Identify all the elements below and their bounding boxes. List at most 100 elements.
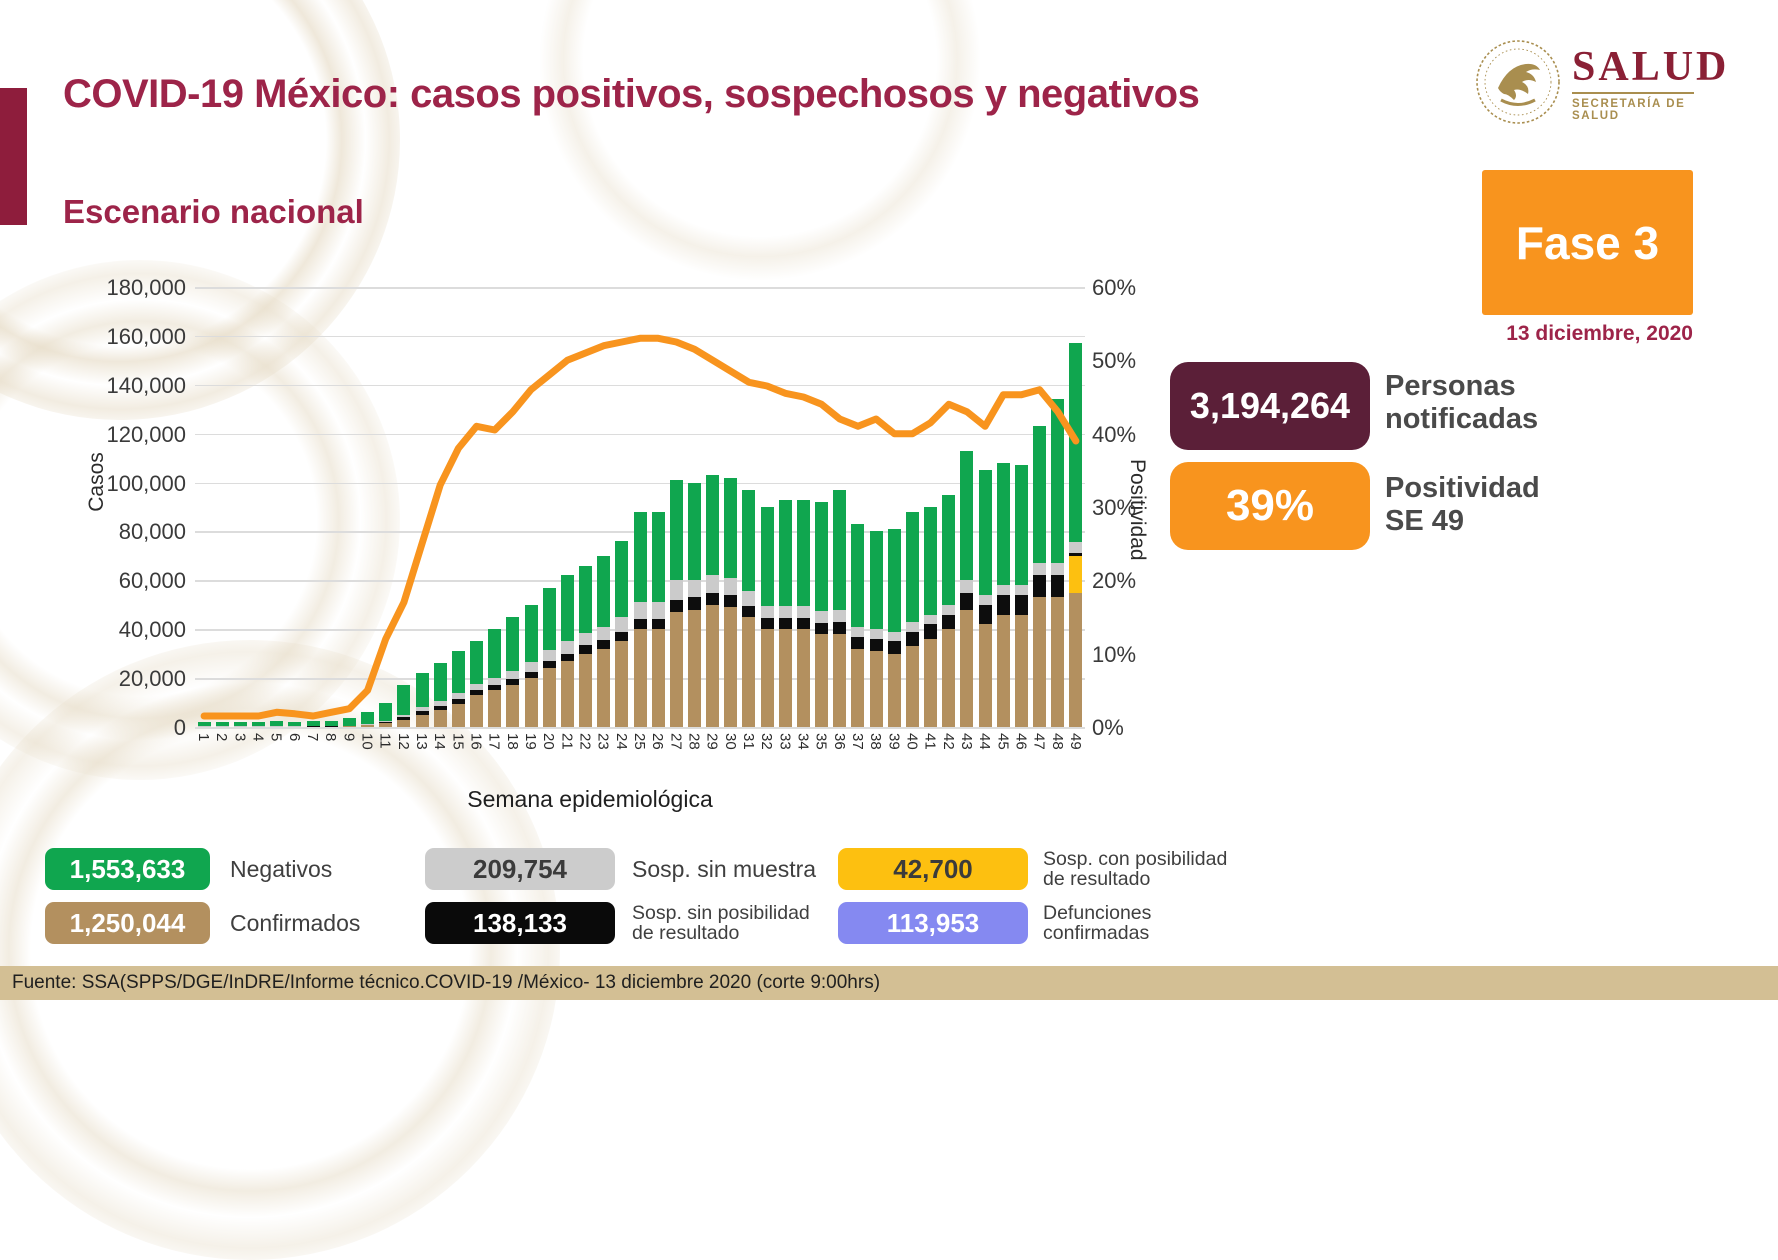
bar-segment [433, 706, 447, 710]
bar-segment [542, 587, 556, 650]
legend-value-badge: 113,953 [838, 902, 1028, 944]
x-axis-tick: 35 [812, 733, 830, 750]
bar-segment [760, 507, 774, 606]
x-axis-tick: 47 [1030, 733, 1048, 750]
x-axis-tick: 18 [503, 733, 521, 750]
bar-segment [615, 617, 629, 632]
bar-segment [451, 703, 465, 727]
x-axis-tick: 49 [1066, 733, 1084, 750]
y-axis-tick-right: 60% [1092, 275, 1137, 300]
bar-segment [815, 634, 829, 727]
bar-week-39 [887, 529, 901, 727]
y-axis-tick-right: 30% [1092, 495, 1137, 520]
bar-segment [361, 712, 375, 724]
bar-segment [361, 723, 375, 725]
bar-week-15 [451, 651, 465, 727]
bar-week-41 [924, 507, 938, 727]
notified-stat-box: 3,194,264 [1170, 362, 1370, 450]
bar-segment [379, 722, 393, 724]
y-axis-tick-left: 120,000 [106, 421, 186, 447]
x-axis-tick: 36 [830, 733, 848, 750]
bar-segment [887, 653, 901, 727]
bar-segment [415, 707, 429, 712]
positivity-line [200, 334, 1080, 720]
bar-segment [1014, 614, 1028, 727]
phase-badge: Fase 3 [1482, 170, 1693, 315]
x-axis-tick: 22 [576, 733, 594, 750]
x-axis-tick: 48 [1048, 733, 1066, 750]
bar-segment [887, 529, 901, 632]
x-axis-tick: 44 [976, 733, 994, 750]
legend-value-badge: 138,133 [425, 902, 615, 944]
bar-week-35 [815, 502, 829, 727]
bar-segment [869, 531, 883, 630]
legend-value-badge: 209,754 [425, 848, 615, 890]
bar-week-23 [597, 555, 611, 727]
gridline [195, 727, 1085, 729]
bar-segment [996, 614, 1010, 727]
legend-label: Defunciones confirmadas [1043, 901, 1152, 944]
bar-week-3 [233, 721, 247, 727]
bar-segment [778, 618, 792, 630]
bar-segment [1033, 575, 1047, 598]
bar-segment [815, 623, 829, 635]
legend-value-badge: 1,250,044 [45, 902, 210, 944]
bar-segment [579, 653, 592, 727]
bar-segment [996, 585, 1010, 595]
bar-segment [905, 631, 919, 647]
bar-segment [270, 721, 284, 727]
bar-segment [796, 606, 810, 619]
bar-segment [560, 641, 574, 654]
bar-segment [669, 580, 683, 600]
x-axis-tick: 3 [231, 733, 249, 742]
bar-segment [833, 634, 847, 727]
x-axis-tick: 38 [867, 733, 885, 750]
bar-segment [1051, 563, 1065, 576]
bar-segment [451, 698, 465, 704]
bar-week-10 [361, 712, 375, 727]
bar-segment [960, 609, 974, 727]
bar-segment [851, 636, 865, 649]
legend-value-badge: 1,553,633 [45, 848, 210, 890]
bar-segment [579, 645, 592, 654]
x-axis-tick: 34 [794, 733, 812, 750]
bar-week-12 [397, 685, 411, 727]
bar-week-18 [506, 617, 520, 727]
bar-segment [1069, 552, 1083, 556]
positivity-label: Positividad SE 49 [1385, 472, 1540, 538]
y-axis-tick-right: 10% [1092, 641, 1137, 667]
salud-eagle-emblem [1474, 38, 1562, 131]
bar-segment [1033, 426, 1047, 564]
bar-week-47 [1033, 426, 1047, 727]
page-title: COVID-19 México: casos positivos, sospec… [63, 72, 1200, 116]
x-axis-tick: 2 [213, 733, 231, 742]
bar-week-16 [470, 641, 484, 727]
bar-week-45 [996, 463, 1010, 727]
bar-segment [978, 595, 992, 605]
bar-segment [924, 614, 938, 625]
y-axis-tick-left: 100,000 [106, 470, 186, 496]
bar-segment [706, 575, 720, 593]
bar-segment [506, 670, 520, 680]
footer-bar: Fuente: SSA(SPPS/DGE/InDRE/Informe técni… [0, 966, 1778, 1000]
bar-segment [742, 591, 756, 606]
x-axis-tick: 39 [885, 733, 903, 750]
x-axis-tick: 31 [739, 733, 757, 750]
x-axis-tick: 21 [558, 733, 576, 750]
bar-segment [233, 721, 247, 727]
bar-week-17 [488, 629, 502, 727]
bar-week-6 [288, 721, 302, 727]
bar-segment [887, 641, 901, 654]
notified-label: Personas notificadas [1385, 370, 1539, 436]
bar-segment [215, 722, 229, 727]
bar-segment [724, 607, 738, 727]
x-axis-tick: 30 [721, 733, 739, 750]
bar-segment [669, 599, 683, 613]
bar-segment [415, 711, 429, 715]
bar-segment [560, 575, 574, 642]
bar-segment [978, 624, 992, 727]
gridline [195, 482, 1085, 485]
logo-subtitle: SECRETARÍA DE SALUD [1572, 98, 1686, 122]
x-axis-tick: 24 [612, 733, 630, 750]
bar-week-27 [669, 480, 683, 727]
